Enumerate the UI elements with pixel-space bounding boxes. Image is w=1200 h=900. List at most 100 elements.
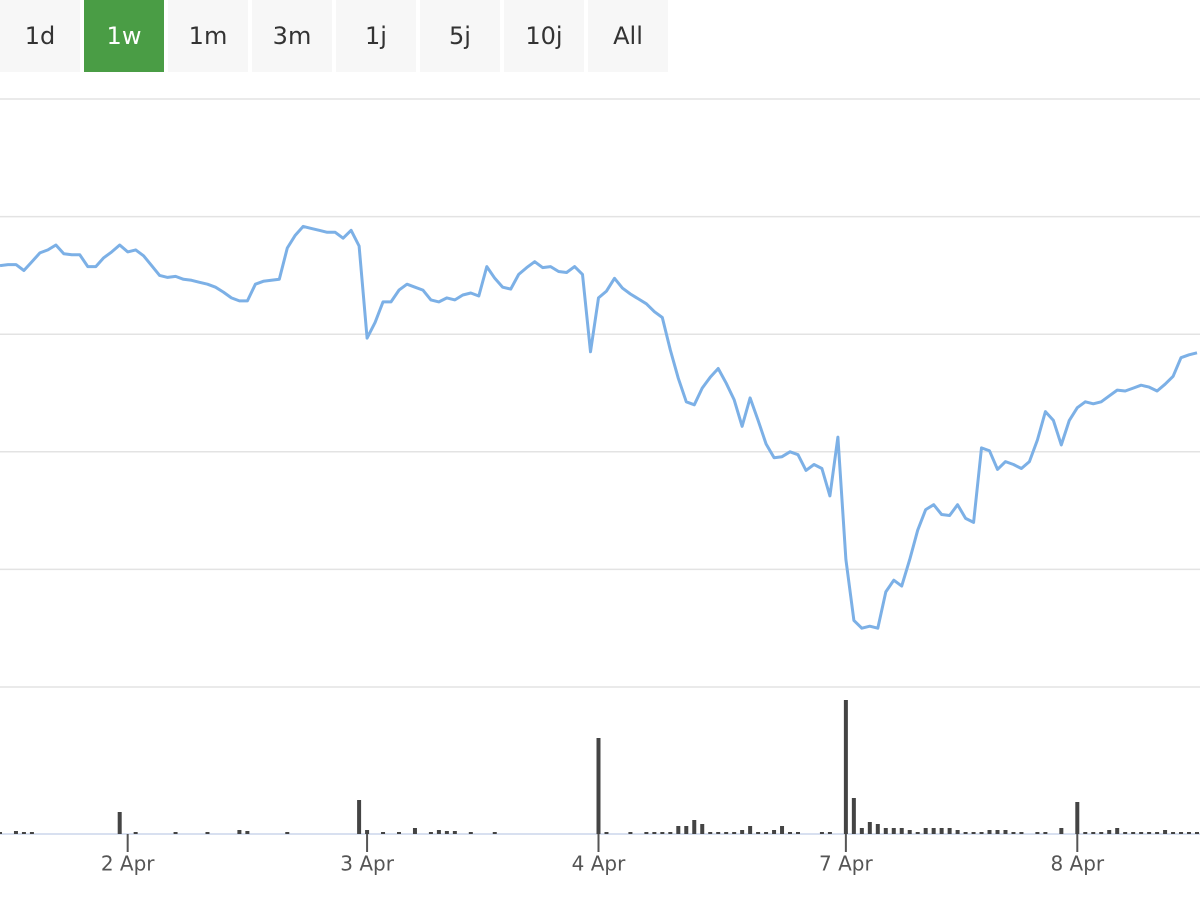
volume-bar (1099, 832, 1104, 834)
volume-bar (397, 832, 401, 834)
volume-bar (1131, 832, 1136, 834)
volume-bar (1059, 828, 1064, 834)
volume-bar (29, 832, 34, 834)
volume-bar (819, 832, 824, 834)
volume-bar (1179, 832, 1184, 834)
volume-bar (436, 830, 441, 834)
volume-bar (827, 832, 832, 834)
volume-bar (788, 832, 793, 834)
volume-bar (907, 830, 912, 834)
volume-bar (1147, 832, 1152, 834)
volume-bar (947, 828, 952, 834)
range-button[interactable]: 1j (336, 0, 416, 72)
volume-bar (891, 828, 896, 834)
volume-bar (931, 828, 936, 834)
x-tick-label: 3 Apr (340, 852, 394, 876)
volume-bar (668, 832, 673, 834)
volume-bar (684, 826, 689, 834)
volume-bar (660, 832, 665, 834)
volume-bar (1075, 802, 1080, 834)
volume-bar (772, 830, 777, 834)
volume-bar (1155, 832, 1160, 834)
volume-bar (468, 832, 473, 834)
volume-bar (716, 832, 721, 834)
volume-bar (955, 830, 960, 834)
volume-bar (963, 832, 968, 834)
volume-bar (756, 832, 761, 834)
volume-bar (867, 822, 872, 834)
x-tick-label: 8 Apr (1050, 852, 1104, 876)
volume-bar (173, 832, 178, 834)
volume-bar (740, 830, 745, 834)
volume-bar (1043, 832, 1048, 834)
volume-bar (987, 830, 992, 834)
volume-bar (796, 832, 800, 834)
volume-bar (357, 800, 362, 834)
volume-bar (205, 832, 210, 834)
volume-bar (652, 832, 657, 834)
volume-bar (724, 832, 729, 834)
volume-bar (1107, 830, 1112, 834)
volume-bar (452, 831, 457, 834)
volume-bar (381, 832, 386, 834)
volume-bar (692, 820, 697, 834)
volume-bar (628, 832, 633, 834)
volume-bar (1083, 832, 1088, 834)
volume-bar (700, 824, 705, 834)
x-tick-label: 4 Apr (572, 852, 626, 876)
range-button[interactable]: 10j (504, 0, 584, 72)
volume-bar (1011, 832, 1016, 834)
volume-bar (748, 826, 753, 834)
volume-bar (13, 831, 18, 834)
range-button[interactable]: 1w (84, 0, 164, 72)
x-tick-label: 7 Apr (819, 852, 873, 876)
range-button[interactable]: 5j (420, 0, 500, 72)
volume-bar (764, 832, 769, 834)
volume-bar (780, 826, 785, 834)
x-tick-label: 2 Apr (101, 852, 155, 876)
volume-bar (117, 812, 122, 834)
volume-bar (412, 828, 417, 834)
volume-bar (596, 738, 601, 834)
volume-bar (644, 832, 649, 834)
volume-bar (21, 832, 26, 834)
volume-bar (851, 798, 856, 834)
volume-bar (899, 828, 904, 834)
volume-bar (444, 831, 449, 834)
volume-bar (428, 832, 433, 834)
volume-bar (971, 832, 976, 834)
volume-bar (604, 832, 609, 834)
volume-bar (1019, 832, 1024, 834)
volume-bar (1195, 832, 1199, 834)
volume-bar (1123, 832, 1128, 834)
volume-bar (875, 824, 880, 834)
range-button[interactable]: 3m (252, 0, 332, 72)
volume-bar (1163, 830, 1168, 834)
volume-bar (285, 832, 290, 834)
volume-bar (995, 830, 1000, 834)
volume-bar (1115, 828, 1120, 834)
volume-bar (1171, 832, 1176, 834)
volume-bar (492, 832, 497, 834)
volume-bar (883, 828, 888, 834)
volume-bar (708, 832, 713, 834)
volume-bar (859, 828, 864, 834)
volume-bar (1187, 832, 1192, 834)
volume-bar (923, 828, 928, 834)
volume-bar (939, 828, 944, 834)
volume-bar (676, 826, 681, 834)
volume-bar (915, 832, 920, 834)
range-button[interactable]: 1m (168, 0, 248, 72)
volume-bar (1091, 832, 1096, 834)
volume-bar (1035, 832, 1040, 834)
volume-bar (979, 832, 984, 834)
volume-bar (843, 700, 848, 834)
range-button[interactable]: 1d (0, 0, 80, 72)
volume-bar (133, 832, 138, 834)
volume-bar (237, 830, 242, 834)
volume-bar (0, 832, 2, 834)
volume-bar (1139, 832, 1144, 834)
range-button[interactable]: All (588, 0, 668, 72)
